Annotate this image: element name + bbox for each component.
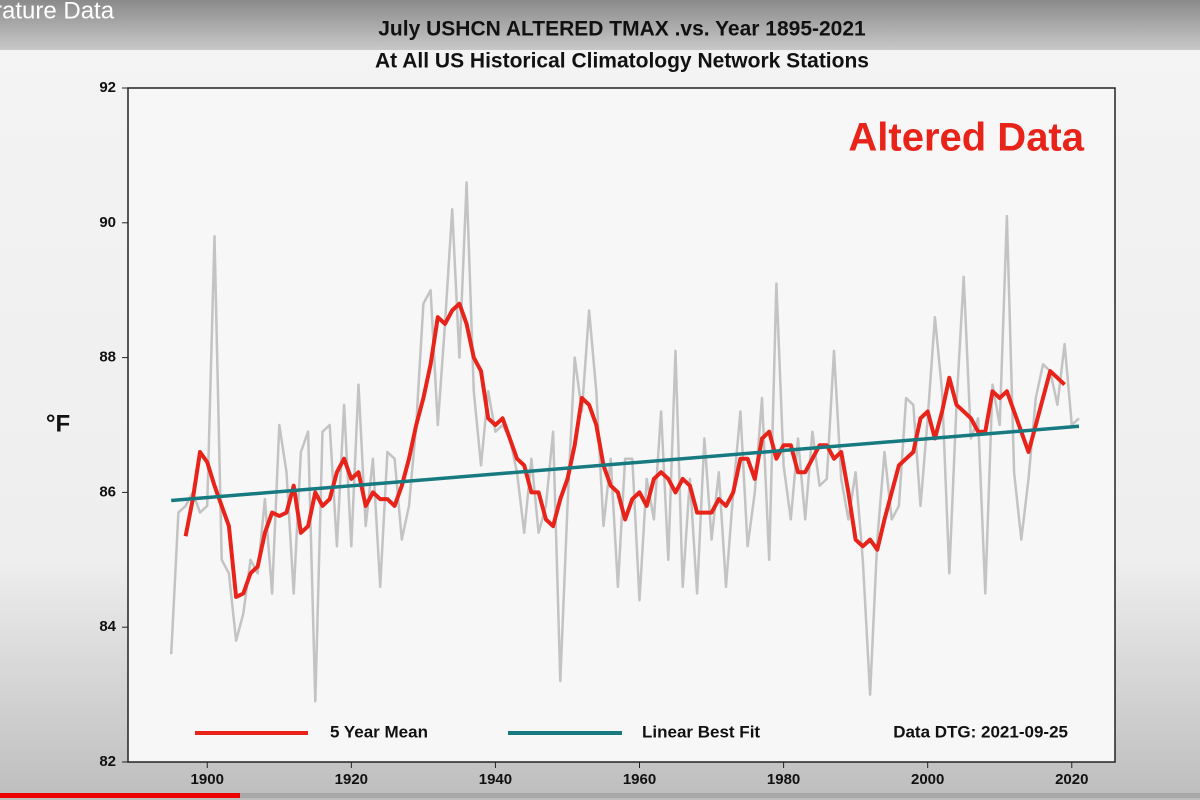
series-line [171,424,1080,503]
chart-subtitle: At All US Historical Climatology Network… [375,50,869,73]
x-tick-label: 1940 [479,771,512,788]
video-header [0,0,1200,50]
legend-label: Linear Best Fit [642,722,760,741]
plot: 82 84 86 88 90 92 1900 1920 1940 1960 1980 2000 2020 [99,79,1088,788]
y-axis-label: °F [46,410,70,437]
chart-title: July USHCN ALTERED TMAX .vs. Year 1895-2… [378,18,866,41]
progress-bar[interactable] [0,793,240,798]
x-tick-label: 2020 [1055,771,1088,788]
y-tick-label: 86 [99,483,116,500]
plot-area [127,87,1116,763]
progress-track[interactable] [0,793,1200,798]
x-tick-label: 1900 [191,771,224,788]
x-tick-label: 1960 [623,771,656,788]
legend-label: 5 Year Mean [330,722,428,741]
x-tick-label: 1920 [335,771,368,788]
y-tick-label: 90 [99,214,116,231]
annotation: Altered Data [848,116,1084,160]
video-title: rature Data [0,0,115,24]
annotation: Data DTG: 2021-09-25 [893,722,1068,741]
y-tick-label: 82 [99,753,116,770]
y-tick-label: 88 [99,349,116,366]
series-line [183,301,1066,599]
y-tick-label: 92 [99,79,116,96]
x-tick-label: 2000 [911,771,944,788]
x-tick-label: 1980 [767,771,800,788]
y-tick-label: 84 [99,618,116,635]
